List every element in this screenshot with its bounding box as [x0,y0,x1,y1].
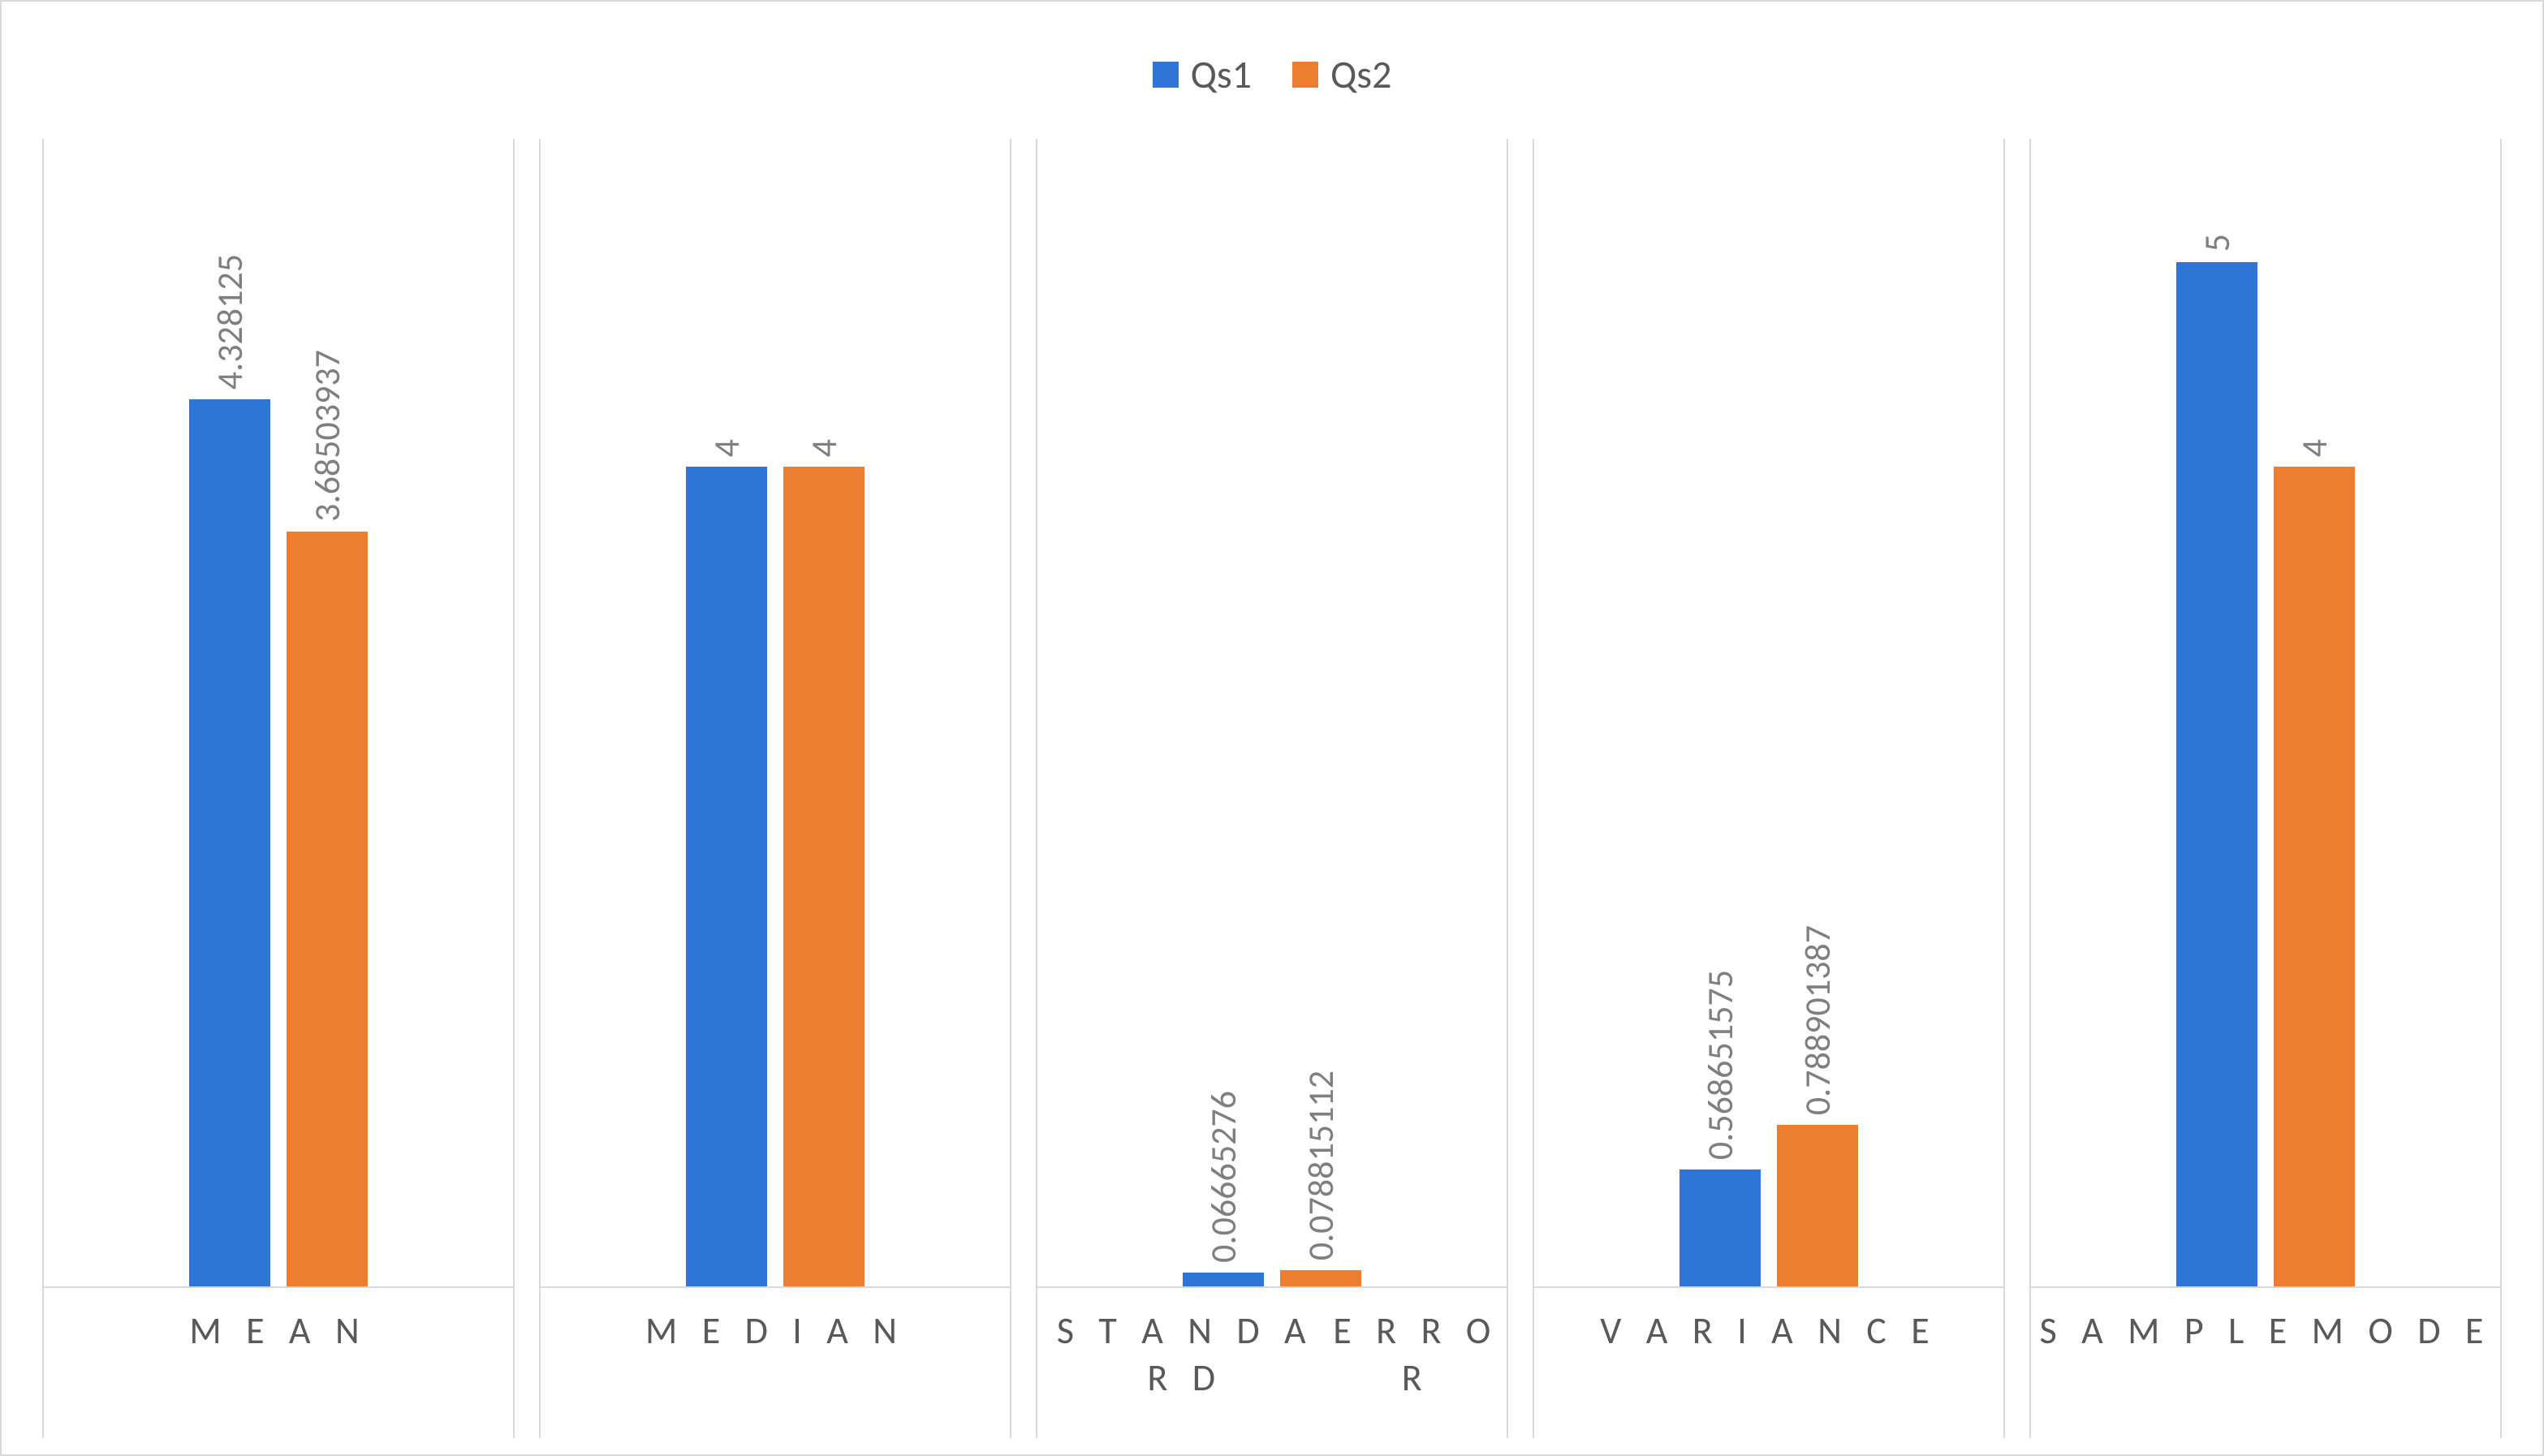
bar-wrap: 0.568651575 [1679,139,1761,1286]
data-label: 0.06665276 [1201,1091,1245,1263]
bar [783,467,865,1286]
legend-label-qs1: Qs1 [1191,50,1252,98]
bars-region: 0.568651575 0.788901387 [1534,139,2003,1288]
category-group: 4.328125 3.68503937 M E A N [42,139,515,1438]
bar-wrap: 4 [2274,139,2355,1286]
bar-wrap: 4.328125 [189,139,270,1286]
category-label: S A M P L E M O D E [2031,1288,2500,1438]
category-group: 0.568651575 0.788901387 V A R I A N C E [1533,139,2005,1438]
data-label: 3.68503937 [305,350,349,522]
chart-container: Qs1 Qs2 4.3281253.68503937M E A N44M E D… [0,0,2544,1456]
category-group: 0.06665276 0.078815112 S T A N D A R DE R … [1036,139,1508,1438]
legend-swatch-qs2 [1292,62,1318,88]
bar [287,532,368,1286]
data-label: 5 [2195,234,2239,252]
bar [686,467,767,1286]
data-label: 0.568651575 [1698,970,1742,1160]
bar [189,399,270,1286]
legend-label-qs2: Qs2 [1330,50,1391,98]
bar-wrap: 3.68503937 [287,139,368,1286]
data-label: 4 [705,439,748,457]
bar-wrap: 0.06665276 [1183,139,1264,1286]
data-label: 4 [802,439,846,457]
bar [2176,262,2257,1287]
legend-swatch-qs1 [1153,62,1179,88]
category-group: 54S A M P L E M O D E [2029,139,2502,1438]
plot-area: 4.3281253.68503937M E A N44M E D I A N0.… [18,139,2526,1438]
bars-region: 44 [541,139,1010,1288]
data-label: 4.328125 [208,254,252,390]
category-label: M E D I A N [541,1288,1010,1438]
data-label: 0.788901387 [1796,925,1839,1115]
category-label: V A R I A N C E [1534,1288,2003,1438]
bar-wrap: 0.788901387 [1777,139,1858,1286]
category-group: 44M E D I A N [539,139,1011,1438]
bar-wrap: 5 [2176,139,2257,1286]
data-label: 4 [2292,439,2336,457]
bar-wrap: 0.078815112 [1280,139,1361,1286]
bar [1777,1125,1858,1286]
bars-region: 54 [2031,139,2500,1288]
legend: Qs1 Qs2 [18,18,2526,139]
bar-wrap: 4 [783,139,865,1286]
legend-item-qs2: Qs2 [1292,50,1391,98]
bar [1183,1273,1264,1286]
data-label: 0.078815112 [1299,1070,1343,1260]
category-label: S T A N D A R DE R R O R [1037,1288,1507,1438]
bars-region: 4.328125 3.68503937 [44,139,513,1288]
bar [1280,1270,1361,1286]
category-label: M E A N [44,1288,513,1438]
bar-wrap: 4 [686,139,767,1286]
bar [2274,467,2355,1286]
bar [1679,1170,1761,1286]
legend-item-qs1: Qs1 [1153,50,1252,98]
bars-region: 0.06665276 0.078815112 [1037,139,1507,1288]
